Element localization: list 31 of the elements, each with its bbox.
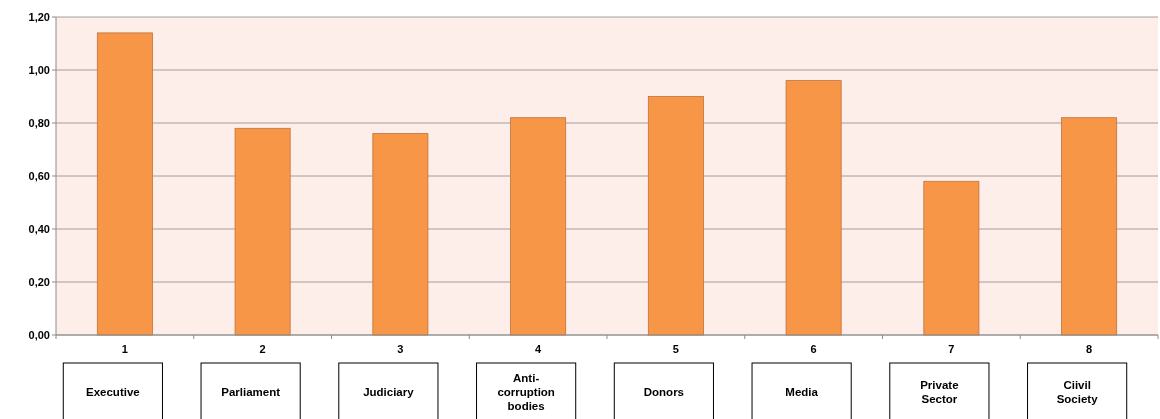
bar <box>785 80 842 336</box>
y-tick-label: 0,40 <box>28 222 50 235</box>
text: Donors <box>643 385 684 398</box>
bar <box>1061 117 1118 336</box>
text: Ciivil Society <box>1056 378 1099 405</box>
y-tick-label: 0,80 <box>28 116 50 129</box>
y-tick-label: 1,00 <box>28 63 50 76</box>
bar <box>647 96 704 336</box>
y-tick-label: 1,20 <box>28 10 50 23</box>
y-tick-label: 0,60 <box>28 169 50 182</box>
text: Private Sector <box>920 378 959 405</box>
text: Executive <box>86 385 140 398</box>
text: Media <box>785 385 819 398</box>
y-tick-label: 0,00 <box>28 328 50 341</box>
text: Judiciary <box>363 385 415 398</box>
x-tick-label: 7 <box>948 343 955 355</box>
x-tick-label: 1 <box>121 343 128 355</box>
bar <box>234 127 291 336</box>
text: Anti-corruption bodies <box>497 371 555 412</box>
x-tick-label: 6 <box>810 343 817 355</box>
bar <box>510 117 567 336</box>
bar <box>96 32 153 336</box>
bar <box>923 180 980 336</box>
bar <box>372 133 429 336</box>
x-tick-label: 3 <box>397 343 404 355</box>
y-tick-label: 0,20 <box>28 275 50 288</box>
x-tick-label: 2 <box>259 343 266 355</box>
x-tick-label: 8 <box>1086 343 1093 355</box>
text: Parliament <box>221 385 281 398</box>
x-tick-label: 5 <box>672 343 679 355</box>
x-tick-label: 4 <box>535 343 543 355</box>
